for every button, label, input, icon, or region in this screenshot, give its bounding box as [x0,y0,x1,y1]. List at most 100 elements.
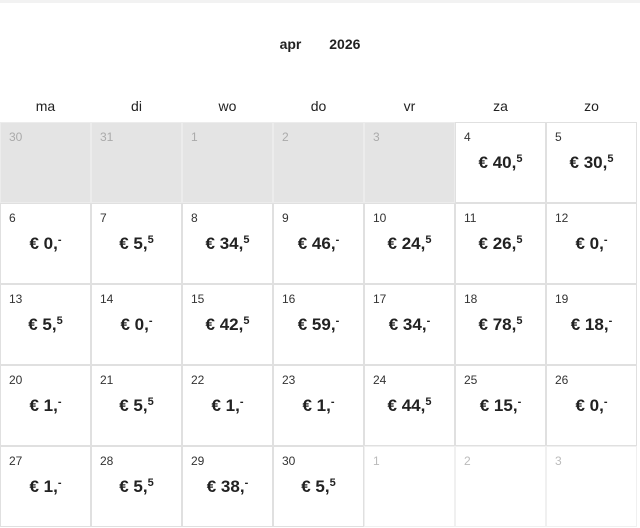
price-main: € 15, [479,396,518,415]
day-number: 27 [9,454,23,468]
calendar-day[interactable]: 4 € 40,5 [455,122,546,203]
day-number: 3 [555,454,562,468]
day-number: 1 [373,454,380,468]
calendar-day-disabled: 31 [91,122,182,203]
day-price: € 5,5 [92,477,181,497]
price-main: € 1, [29,396,58,415]
calendar-day[interactable]: 13 € 5,5 [0,284,91,365]
price-main: € 59, [297,315,336,334]
price-cents: 5 [147,396,154,408]
price-main: € 44, [387,396,426,415]
day-number: 5 [555,130,562,144]
calendar-day[interactable]: 10 € 24,5 [364,203,455,284]
day-number: 30 [282,454,296,468]
calendar-day[interactable]: 16 € 59,- [273,284,364,365]
price-cents: 5 [516,315,523,327]
weekday-label: do [310,98,327,114]
calendar-day[interactable]: 8 € 34,5 [182,203,273,284]
calendar-day[interactable]: 19 € 18,- [546,284,637,365]
price-main: € 40, [478,153,517,172]
day-price: € 1,- [183,396,272,416]
calendar-day[interactable]: 24 € 44,5 [364,365,455,446]
calendar-day-disabled: 30 [0,122,91,203]
calendar-day[interactable]: 15 € 42,5 [182,284,273,365]
day-price: € 18,- [547,315,636,335]
price-cents: - [148,315,153,327]
day-number: 2 [282,130,289,144]
price-main: € 34, [388,315,427,334]
price-cents: - [517,396,522,408]
day-number: 8 [191,211,198,225]
price-main: € 24, [387,234,426,253]
day-number: 21 [100,373,114,387]
price-main: € 34, [205,234,244,253]
calendar-day-disabled: 1 [182,122,273,203]
day-number: 11 [464,211,477,225]
day-number: 25 [464,373,478,387]
price-cents: 5 [56,315,63,327]
price-main: € 5, [28,315,57,334]
calendar-day[interactable]: 29 € 38,- [182,446,273,527]
day-number: 24 [373,373,387,387]
calendar-day[interactable]: 14 € 0,- [91,284,182,365]
price-cents: 5 [425,396,432,408]
day-price: € 1,- [1,396,90,416]
calendar-day[interactable]: 28 € 5,5 [91,446,182,527]
day-number: 7 [100,211,107,225]
weekday-header: ma di wo do vr za zo [0,98,637,114]
day-number: 9 [282,211,289,225]
calendar-day[interactable]: 6 € 0,- [0,203,91,284]
day-number: 28 [100,454,114,468]
calendar-day[interactable]: 9 € 46,- [273,203,364,284]
calendar-day[interactable]: 18 € 78,5 [455,284,546,365]
calendar-day[interactable]: 30 € 5,5 [273,446,364,527]
calendar-day-disabled: 1 [364,446,455,527]
day-number: 17 [373,292,387,306]
year-label[interactable]: 2026 [329,36,361,52]
month-label[interactable]: apr [279,36,302,52]
day-number: 12 [555,211,569,225]
price-cents: - [239,396,244,408]
price-cents: - [426,315,431,327]
day-number: 31 [100,130,114,144]
calendar-day[interactable]: 26 € 0,- [546,365,637,446]
price-main: € 0, [120,315,149,334]
calendar-day[interactable]: 5 € 30,5 [546,122,637,203]
calendar-day[interactable]: 7 € 5,5 [91,203,182,284]
weekday-label: za [493,98,508,114]
day-price: € 30,5 [547,153,636,173]
day-number: 15 [191,292,205,306]
calendar-day[interactable]: 20 € 1,- [0,365,91,446]
calendar-day[interactable]: 25 € 15,- [455,365,546,446]
price-main: € 0, [29,234,58,253]
calendar-day[interactable]: 21 € 5,5 [91,365,182,446]
calendar-day[interactable]: 27 € 1,- [0,446,91,527]
price-cents: 5 [516,234,523,246]
month-year-header: apr 2026 [0,36,640,52]
day-price: € 26,5 [456,234,545,254]
day-number: 20 [9,373,23,387]
weekday-label: zo [584,98,599,114]
day-price: € 46,- [274,234,363,254]
calendar-day[interactable]: 22 € 1,- [182,365,273,446]
price-cents: 5 [243,315,250,327]
weekday-label: di [131,98,142,114]
day-number: 19 [555,292,569,306]
price-cents: - [608,315,613,327]
price-main: € 26, [478,234,517,253]
price-cents: 5 [147,477,154,489]
calendar-day-disabled: 2 [273,122,364,203]
price-cents: 5 [147,234,154,246]
price-main: € 5, [119,234,148,253]
price-cents: - [244,477,249,489]
calendar-day[interactable]: 11 € 26,5 [455,203,546,284]
price-cents: - [603,234,608,246]
day-number: 29 [191,454,205,468]
calendar-day[interactable]: 17 € 34,- [364,284,455,365]
calendar-day[interactable]: 12 € 0,- [546,203,637,284]
day-price: € 5,5 [92,234,181,254]
price-cents: - [57,396,62,408]
calendar-day[interactable]: 23 € 1,- [273,365,364,446]
day-price: € 34,5 [183,234,272,254]
price-cents: - [335,315,340,327]
